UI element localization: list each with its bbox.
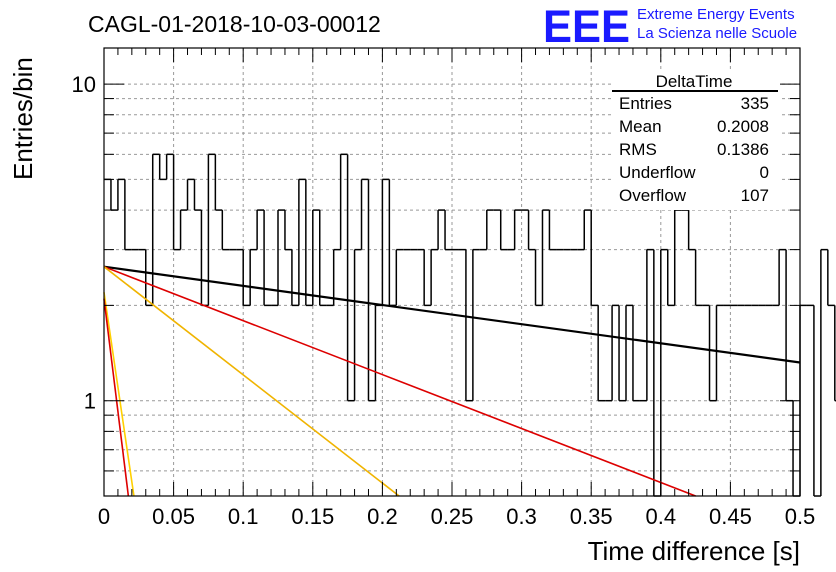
- x-tick-label: 0.25: [431, 504, 474, 529]
- logo-mark: EEE: [543, 1, 630, 52]
- x-tick-label: 0.2: [367, 504, 398, 529]
- stats-label: Underflow: [619, 163, 696, 182]
- stats-label: Mean: [619, 117, 662, 136]
- chart-title: CAGL-01-2018-10-03-00012: [88, 11, 381, 37]
- stats-box: DeltaTime Entries 335 Mean 0.2008 RMS 0.1386 U…: [612, 70, 780, 210]
- x-tick-label: 0.45: [709, 504, 752, 529]
- stats-title: DeltaTime: [656, 72, 733, 91]
- fit-line: [103, 292, 135, 497]
- stats-value: 0.1386: [717, 140, 769, 159]
- axis-ticks: [103, 48, 801, 496]
- fit-line: [103, 265, 696, 497]
- x-tick-label: 0.15: [291, 504, 334, 529]
- y-axis-label: Entries/bin: [8, 57, 38, 180]
- x-tick-label: 0: [98, 504, 110, 529]
- x-axis-label: Time difference [s]: [588, 536, 800, 566]
- fit-lines: [103, 265, 801, 497]
- stats-value: 107: [741, 186, 769, 205]
- x-tick-labels: 0 0.05 0.1 0.15 0.2 0.25 0.3 0.35 0.4 0.45 0.5: [98, 504, 815, 529]
- stats-label: RMS: [619, 140, 657, 159]
- fit-line: [103, 265, 801, 364]
- x-tick-label: 0.05: [152, 504, 195, 529]
- stats-label: Overflow: [619, 186, 687, 205]
- stats-value: 0: [760, 163, 769, 182]
- y-tick-labels: 1 10: [72, 72, 96, 414]
- stats-label: Entries: [619, 94, 672, 113]
- y-tick-label: 1: [84, 389, 96, 414]
- stats-value: 335: [741, 94, 769, 113]
- x-tick-label: 0.1: [228, 504, 259, 529]
- x-tick-label: 0.35: [570, 504, 613, 529]
- eee-logo: EEE Extreme Energy Events La Scienza nel…: [543, 1, 797, 52]
- x-tick-label: 0.5: [785, 504, 816, 529]
- x-tick-label: 0.4: [646, 504, 677, 529]
- fit-line: [103, 266, 400, 497]
- x-tick-label: 0.3: [506, 504, 537, 529]
- stats-value: 0.2008: [717, 117, 769, 136]
- y-tick-label: 10: [72, 72, 96, 97]
- fit-line: [103, 298, 130, 497]
- logo-line-1: Extreme Energy Events: [637, 6, 795, 23]
- logo-line-2: La Scienza nelle Scuole: [637, 25, 797, 42]
